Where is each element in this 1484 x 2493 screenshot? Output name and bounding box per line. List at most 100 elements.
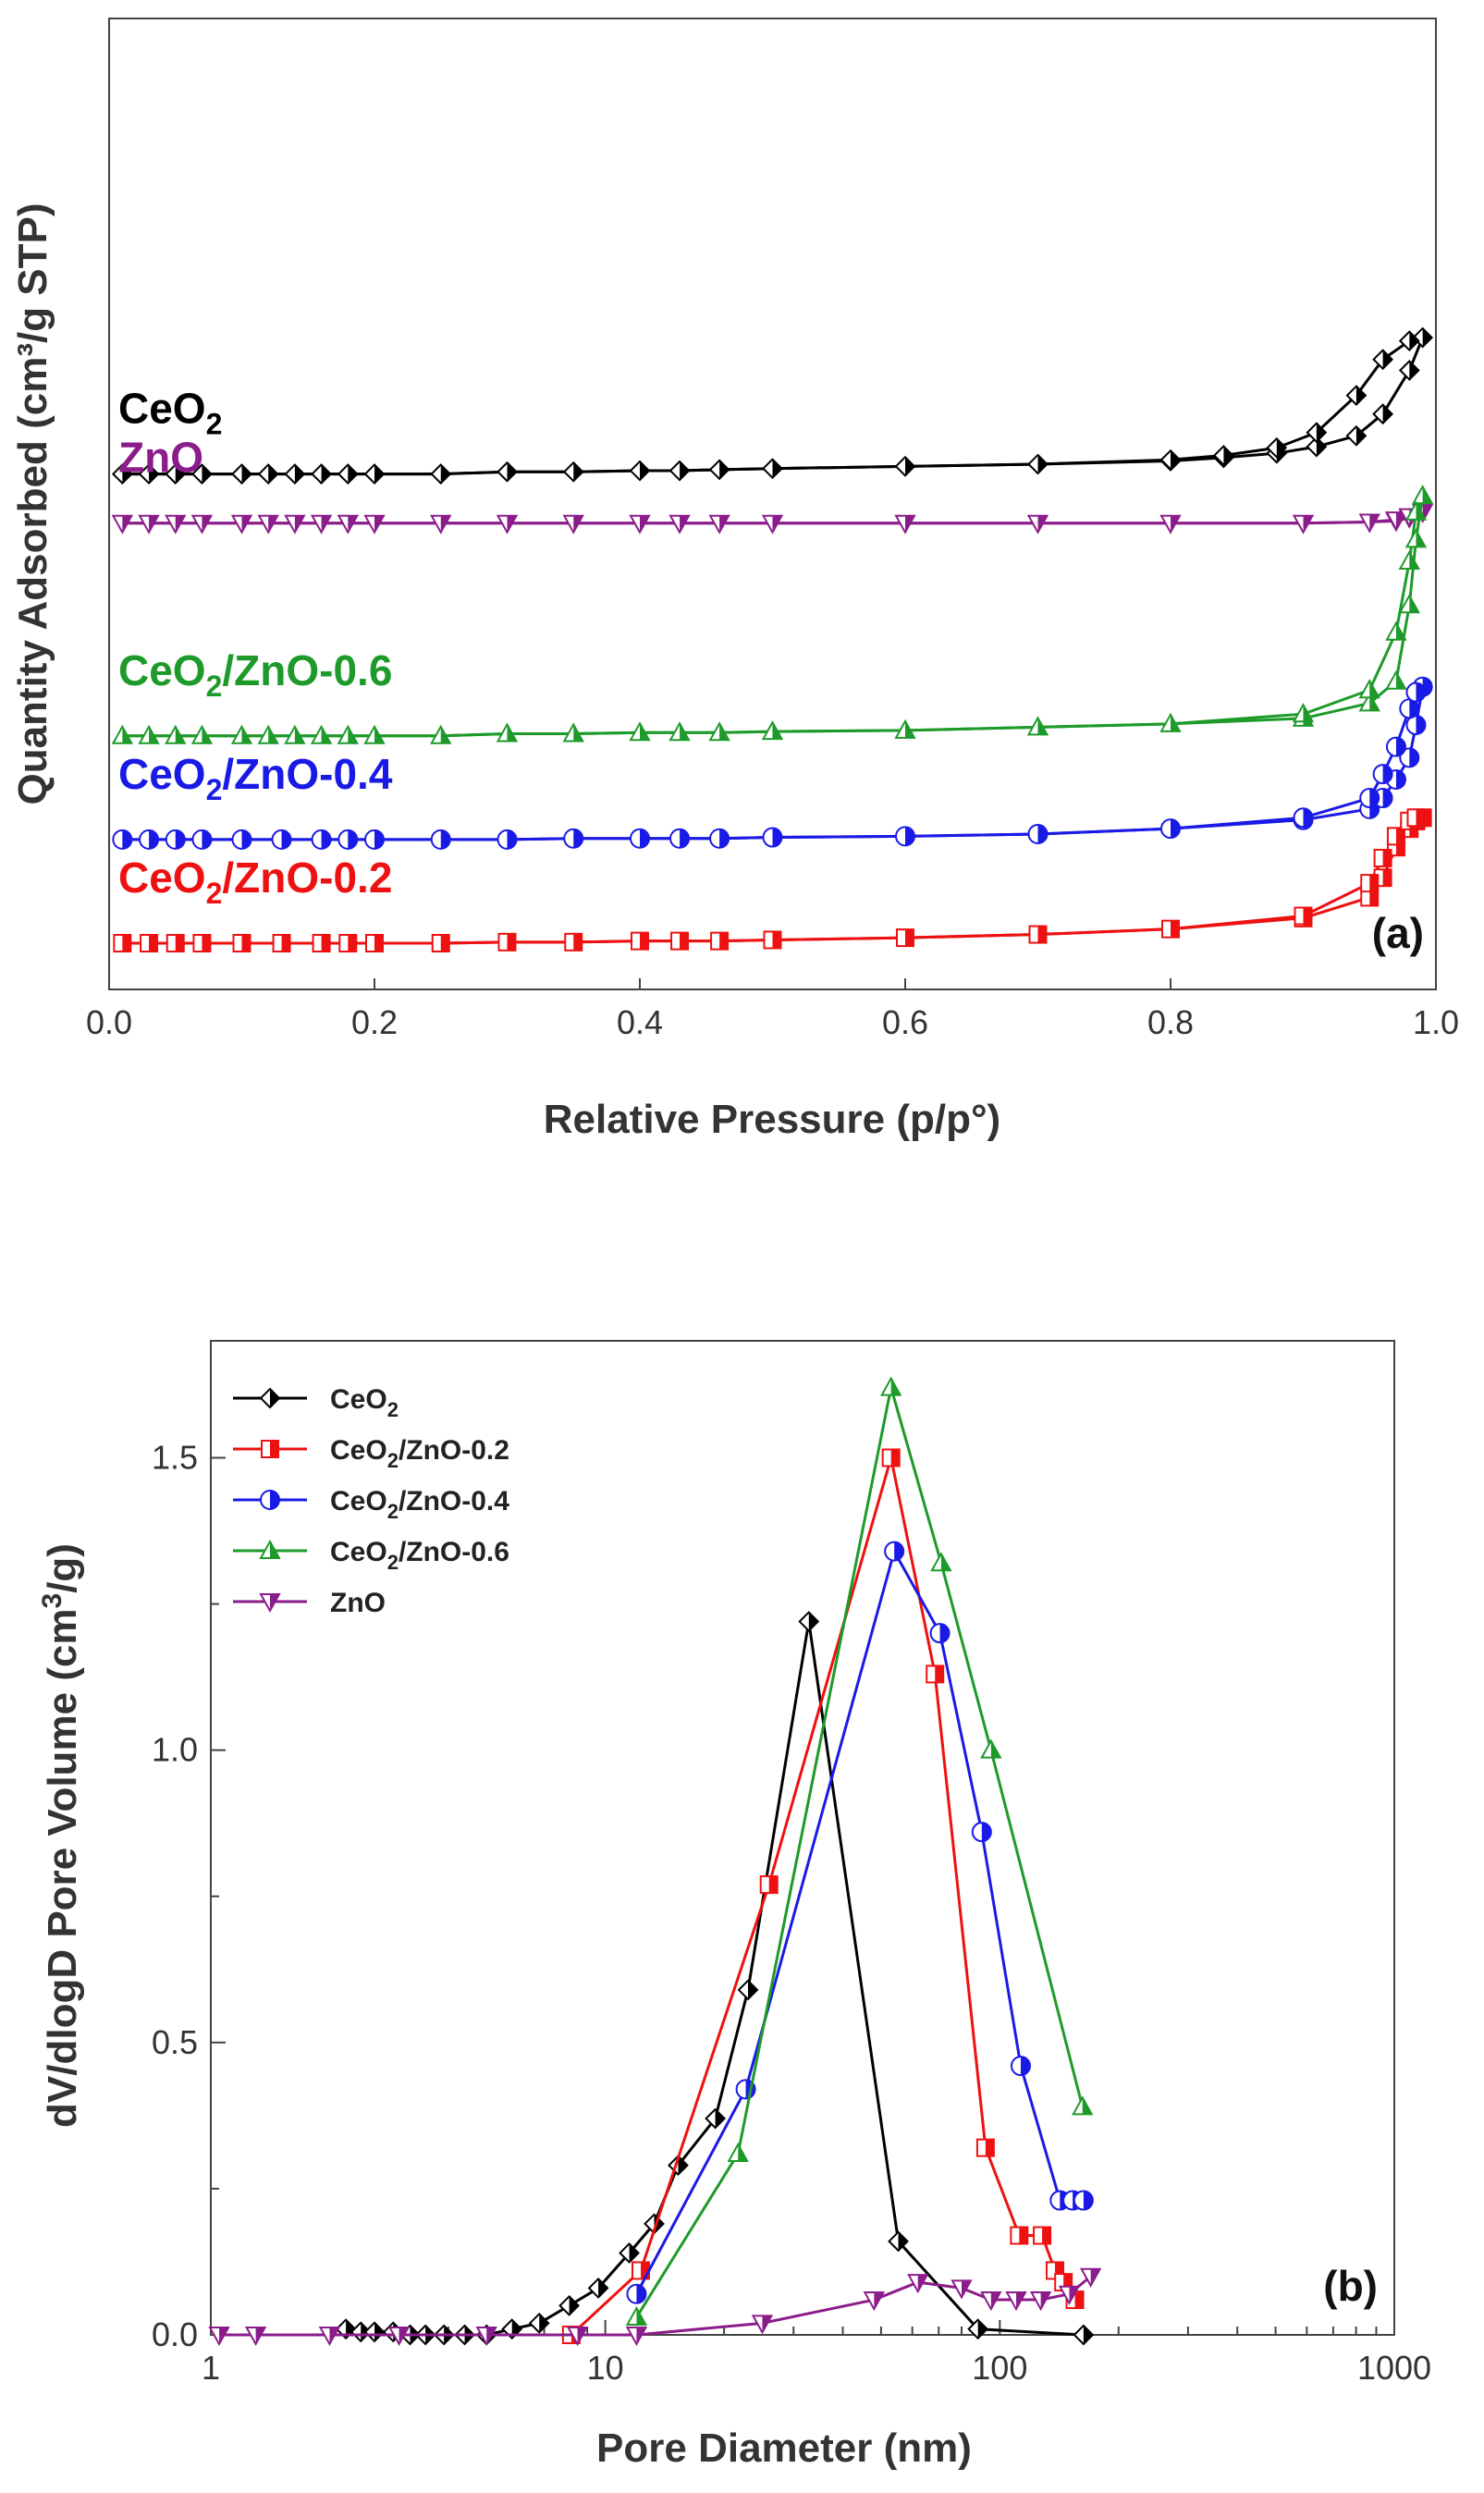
chart-a-ceo2-adsorption-point-1 [138, 463, 160, 485]
chart-a-ceo2-adsorption-point-9 [363, 463, 386, 485]
chart-a-ceo2-zno-0-6-adsorption-point-24 [1404, 528, 1428, 548]
chart-b-zno-point-10-fill [961, 2280, 971, 2298]
chart-a-ceo2-zno-0-6-label-tail: /ZnO-0.6 [222, 646, 392, 694]
chart-a-ceo2-zno-0-4-adsorption-point-1-fill [149, 829, 159, 849]
chart-b-zno-point-7 [751, 2315, 774, 2335]
chart-a-ceo2-desorption-point-21 [1266, 436, 1288, 459]
chart-a-ceo2-zno-0-2-desorption-point-20 [1360, 874, 1380, 893]
chart-b-ceo2-zno-0-2-point-10-fill [1074, 2291, 1084, 2309]
chart-b-ceo2-zno-0-4-point-4-fill [981, 1823, 991, 1842]
chart-a-ceo2-zno-0-2-desorption-point-22-fill [1395, 828, 1404, 845]
chart-a-ceo2-adsorption-point-15-fill [719, 460, 730, 479]
chart-a-ceo2-adsorption-point-25-fill [1409, 361, 1419, 380]
chart-a-series-labels: CeO2ZnOCeO2/ZnO-0.6CeO2/ZnO-0.4CeO2/ZnO-… [118, 385, 393, 910]
chart-a-ceo2-zno-0-6-adsorption-point-4 [230, 724, 253, 744]
chart-a-ceo2-zno-0-6-adsorption-point-16-fill [772, 722, 782, 740]
chart-a-ceo2-adsorption-point-8-fill [348, 464, 358, 484]
chart-a-ceo2-zno-0-4-adsorption-point-14 [709, 828, 730, 849]
chart-a-ceo2-zno-0-6-adsorption-point-17-fill [905, 720, 914, 738]
chart-a-ceo2-adsorption-point-0 [111, 463, 133, 485]
chart-a-ceo2-zno-0-4-adsorption-point-3 [191, 829, 213, 850]
chart-a-ceo2-desorption-point-25 [1398, 330, 1420, 352]
chart-a-ceo2-zno-0-6-adsorption-point-18-fill [1037, 718, 1048, 735]
chart-a-zno-series [111, 503, 1434, 534]
chart-a-zno-adsorption-point-17-fill [905, 515, 914, 533]
chart-a-zno-adsorption-point-16 [761, 514, 784, 534]
chart-a-ceo2-adsorption-point-6-fill [294, 464, 304, 484]
chart-b-legend-ceo2-zno-0-2-label: CeO2/ZnO-0.2 [330, 1435, 509, 1472]
chart-a-ceo2-zno-0-2-desorption-point-22 [1386, 827, 1405, 846]
chart-a-ceo2-label: CeO2 [118, 385, 222, 441]
chart-a-ceo2-desorption-point-19 [1159, 448, 1182, 471]
chart-a-zno-label: ZnO [118, 434, 203, 482]
chart-b-zno-point-15 [1079, 2267, 1102, 2288]
chart-a-ceo2-zno-0-6-adsorption-point-3 [190, 724, 214, 744]
chart-b-zno-point-1 [244, 2327, 267, 2347]
chart-a-ceo2-zno-0-4-adsorption-point-22-fill [1395, 770, 1405, 789]
chart-b-ceo2-zno-0-6-point-4 [980, 1738, 1002, 1759]
chart-a-ceo2-adsorption-point-23-fill [1355, 426, 1366, 446]
chart-a-ceo2-zno-0-6-adsorption-point-22 [1385, 669, 1407, 690]
chart-a-ceo2-zno-0-4-adsorption-point-2-fill [175, 829, 185, 849]
chart-a-ceo2-zno-0-2-desorption-point-19-fill [1303, 907, 1312, 925]
chart-a-ceo2-zno-0-2-adsorption-point-17-fill [1037, 926, 1047, 943]
chart-a-ceo2-zno-0-2-adsorption-point-8-fill [374, 935, 383, 952]
chart-b-legend-zno-label: ZnO [330, 1588, 386, 1618]
chart-a-zno-adsorption-point-11 [496, 514, 519, 534]
chart-b-x-tick-label-0: 1 [202, 2349, 220, 2387]
chart-a-zno-adsorption-point-16-fill [772, 515, 782, 533]
chart-b-legend-ceo2-zno-0-4-label-main: CeO [330, 1486, 387, 1517]
chart-a-ceo2-zno-0-4-adsorption-point-1 [139, 829, 160, 850]
chart-a-ceo2-series [111, 326, 1434, 485]
chart-a-ceo2-zno-0-6-adsorption-point-22-fill [1395, 671, 1405, 689]
chart-a-zno-adsorption-point-10 [430, 514, 452, 534]
chart-a-ceo2-zno-0-2-adsorption-point-12-fill [640, 932, 648, 950]
chart-a-ceo2-zno-0-2-adsorption-point-12 [631, 931, 649, 951]
chart-a-ceo2-zno-0-4-adsorption-point-4 [231, 829, 252, 850]
chart-a-zno-adsorption-point-18-fill [1037, 515, 1048, 533]
chart-b-ceo2-zno-0-6-line [635, 1387, 1085, 2318]
chart-a-ceo2-zno-0-6-adsorption-point-18 [1026, 716, 1049, 736]
chart-a-ceo2-zno-0-4-adsorption-point-4-fill [241, 829, 251, 849]
chart-b-ceo2-point-18-fill [808, 1612, 818, 1631]
chart-b-legend-zno: ZnO [233, 1588, 386, 1618]
chart-b-ceo2-zno-0-6-point-3-fill [940, 1554, 950, 1571]
chart-a-zno-adsorption-point-3-fill [202, 515, 212, 533]
chart-a-ceo2-zno-0-6-adsorption-point-12-fill [573, 724, 583, 742]
chart-a-y-axis-title: Quantity Adsorbed (cm³/g STP) [10, 203, 55, 804]
chart-a-ceo2-zno-0-4-adsorption-point-13-fill [680, 829, 690, 848]
chart-b-zno-point-3 [387, 2327, 411, 2347]
chart-a-x-tick-label-4: 0.8 [1147, 1003, 1194, 1041]
chart-a-ceo2-zno-0-2-adsorption-point-18-fill [1171, 920, 1179, 938]
chart-a-ceo2-zno-0-2-desorption-point-24 [1406, 808, 1426, 828]
chart-b-ceo2-point-16-fill [715, 2109, 725, 2129]
chart-b-zno-point-8 [863, 2291, 886, 2312]
chart-a-plot-frame [108, 18, 1437, 990]
chart-a-ceo2-zno-0-4-adsorption-point-15-fill [772, 828, 782, 847]
chart-a-ceo2-desorption-point-23-fill [1355, 386, 1366, 405]
chart-b-legend-ceo2-zno-0-4-label: CeO2/ZnO-0.4 [330, 1486, 509, 1523]
chart-b-ceo2-zno-0-6-point-1 [727, 2142, 749, 2162]
chart-b-legend-ceo2-zno-0-6-marker-fill [270, 1541, 279, 1558]
chart-a-panel-tag: (a) [1372, 909, 1424, 957]
chart-b-ceo2-point-18 [798, 1611, 820, 1632]
chart-b-ceo2-point-12 [587, 2277, 609, 2299]
chart-b-zno-point-14-fill [1069, 2286, 1079, 2303]
chart-a-ceo2-desorption-point-22-fill [1316, 423, 1326, 442]
chart-a-ceo2-zno-0-4-adsorption-point-18-fill [1171, 819, 1180, 839]
chart-a-ceo2-zno-0-4-adsorption-point-9 [430, 829, 451, 850]
chart-a-ceo2-desorption-point-22 [1306, 422, 1328, 444]
chart-a-ceo2-zno-0-4-adsorption-point-16 [895, 826, 915, 847]
chart-a-zno-adsorption-point-5 [257, 514, 279, 534]
chart-a-ceo2-zno-0-2-adsorption-point-2 [166, 934, 185, 952]
chart-b-ceo2-zno-0-2-series [561, 1448, 1085, 2344]
chart-a-ceo2-desorption-point-21-fill [1276, 438, 1286, 458]
chart-a-ceo2-zno-0-6-adsorption-point-1 [138, 724, 160, 744]
chart-a-ceo2-zno-0-4-desorption-point-20 [1359, 788, 1380, 809]
chart-a-ceo2-adsorption-point-24-fill [1382, 404, 1392, 424]
chart-a-zno-adsorption-point-11-fill [507, 515, 517, 533]
chart-a-ceo2-adsorption-point-5 [257, 463, 279, 485]
chart-a-ceo2-zno-0-4-desorption-point-19-fill [1303, 808, 1313, 828]
chart-a-ceo2-adsorption-point-3 [191, 463, 213, 485]
